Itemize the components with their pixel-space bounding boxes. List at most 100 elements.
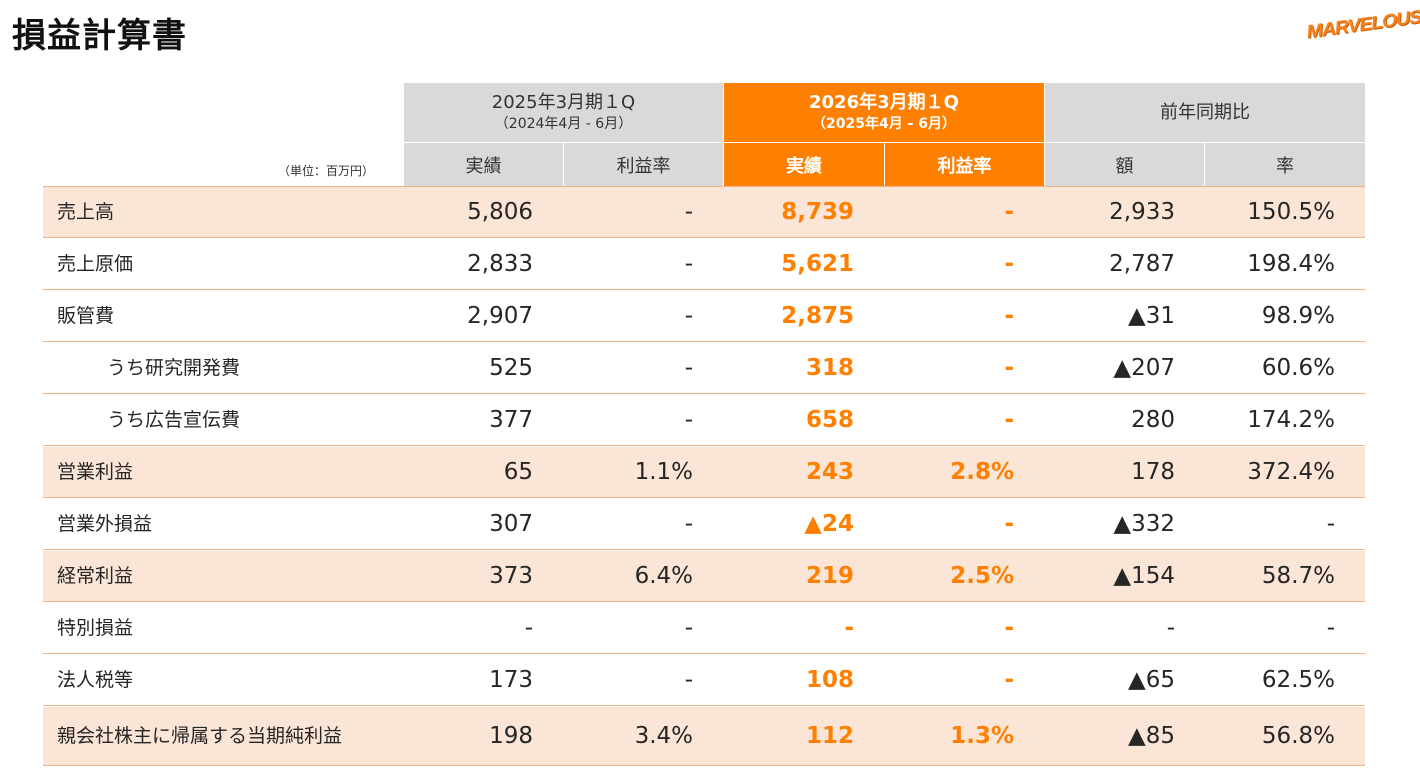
cell-diff: 280 (1131, 407, 1175, 433)
header-prev-line2: （2024年4月 - 6月） (494, 115, 633, 132)
header-prev-period: 2025年3月期１Q （2024年4月 - 6月） (404, 83, 723, 142)
cell-diff: 2,933 (1109, 199, 1175, 225)
cell-diff: ▲65 (1128, 667, 1175, 693)
row-label: 特別損益 (57, 617, 134, 639)
row-label: 営業利益 (57, 461, 134, 483)
row-label: うち広告宣伝費 (107, 409, 241, 431)
cell-rate: 98.9% (1261, 303, 1335, 329)
cell-cur-margin: - (1004, 407, 1014, 433)
cell-prev: 198 (489, 723, 533, 749)
cell-prev-margin: 3.4% (634, 723, 693, 749)
cell-cur: 219 (805, 563, 854, 589)
cell-rate: 372.4% (1247, 459, 1335, 485)
cell-rate: 198.4% (1247, 251, 1335, 277)
table-top-border (43, 186, 1365, 187)
cell-rate: 150.5% (1247, 199, 1335, 225)
cell-prev-margin: - (684, 667, 693, 693)
table-row: 売上原価 2,833 - 5,621 - 2,787 198.4% (43, 239, 1365, 290)
cell-prev-margin: - (684, 303, 693, 329)
cell-prev: 5,806 (467, 199, 533, 225)
subheader-cur-margin: 利益率 (885, 143, 1044, 186)
cell-prev: - (524, 615, 533, 641)
row-label: 売上高 (57, 201, 115, 223)
cell-prev-margin: - (684, 199, 693, 225)
header-yoy-label: 前年同期比 (1160, 101, 1250, 123)
row-label: 売上原価 (57, 253, 134, 275)
cell-prev-margin: - (684, 251, 693, 277)
table-row: 売上高 5,806 - 8,739 - 2,933 150.5% (43, 187, 1365, 238)
table-row: 特別損益 - - - - - - (43, 603, 1365, 654)
cell-rate: 56.8% (1261, 723, 1335, 749)
cell-cur: ▲24 (804, 511, 854, 537)
page-title: 損益計算書 (12, 16, 187, 56)
subheader-rate: 率 (1205, 143, 1365, 186)
cell-cur-margin: 2.8% (950, 459, 1014, 485)
header-yoy: 前年同期比 (1045, 83, 1365, 142)
cell-cur: 108 (805, 667, 854, 693)
cell-prev-margin: - (684, 511, 693, 537)
cell-rate: - (1326, 511, 1335, 537)
cell-cur: 2,875 (781, 303, 854, 329)
table-row: 営業利益 65 1.1% 243 2.8% 178 372.4% (43, 447, 1365, 498)
cell-prev: 373 (489, 563, 533, 589)
cell-prev: 525 (489, 355, 533, 381)
cell-cur-margin: - (1004, 199, 1014, 225)
cell-prev: 2,907 (467, 303, 533, 329)
cell-prev-margin: 1.1% (634, 459, 693, 485)
cell-prev-margin: - (684, 355, 693, 381)
row-label: 親会社株主に帰属する当期純利益 (57, 725, 343, 747)
cell-diff: ▲31 (1128, 303, 1175, 329)
cell-rate: 62.5% (1261, 667, 1335, 693)
cell-rate: 60.6% (1261, 355, 1335, 381)
cell-diff: ▲332 (1113, 511, 1175, 537)
cell-cur: 112 (805, 723, 854, 749)
header-prev-line1: 2025年3月期１Q (491, 91, 636, 113)
cell-cur-margin: - (1004, 355, 1014, 381)
cell-diff: ▲154 (1113, 563, 1175, 589)
cell-cur-margin: - (1004, 615, 1014, 641)
cell-prev: 65 (503, 459, 533, 485)
cell-prev: 377 (489, 407, 533, 433)
table-row: 営業外損益 307 - ▲24 - ▲332 - (43, 499, 1365, 550)
cell-diff: ▲85 (1128, 723, 1175, 749)
cell-prev: 173 (489, 667, 533, 693)
cell-prev-margin: - (684, 615, 693, 641)
subheader-prev-margin: 利益率 (564, 143, 723, 186)
cell-cur-margin: - (1004, 511, 1014, 537)
header-cur-period: 2026年3月期１Q （2025年4月 - 6月） (724, 83, 1044, 142)
cell-cur-margin: - (1004, 251, 1014, 277)
cell-cur: 8,739 (781, 199, 854, 225)
cell-rate: 174.2% (1247, 407, 1335, 433)
table-row: 親会社株主に帰属する当期純利益 198 3.4% 112 1.3% ▲85 56.8% (43, 707, 1365, 766)
cell-cur-margin: 2.5% (950, 563, 1014, 589)
table-row: 販管費 2,907 - 2,875 - ▲31 98.9% (43, 291, 1365, 342)
header-cur-line2: （2025年4月 - 6月） (811, 115, 956, 132)
cell-prev: 2,833 (467, 251, 533, 277)
unit-label: （単位：百万円） (278, 164, 375, 178)
row-label: 販管費 (57, 305, 115, 327)
cell-cur-margin: 1.3% (950, 723, 1014, 749)
row-label: うち研究開発費 (107, 357, 241, 379)
cell-prev-margin: - (684, 407, 693, 433)
cell-cur-margin: - (1004, 303, 1014, 329)
cell-cur: 5,621 (781, 251, 854, 277)
cell-diff: - (1166, 615, 1175, 641)
cell-cur: 658 (805, 407, 854, 433)
subheader-cur-actual: 実績 (724, 143, 884, 186)
cell-cur-margin: - (1004, 667, 1014, 693)
row-label: 営業外損益 (57, 513, 153, 535)
marvelous-logo: MARVELOUS! (1306, 6, 1420, 56)
table-row: うち研究開発費 525 - 318 - ▲207 60.6% (43, 343, 1365, 394)
header-cur-line1: 2026年3月期１Q (809, 91, 959, 113)
cell-rate: 58.7% (1261, 563, 1335, 589)
cell-diff: 178 (1131, 459, 1175, 485)
subheader-diff: 額 (1045, 143, 1204, 186)
cell-cur: - (844, 615, 854, 641)
cell-cur: 318 (805, 355, 854, 381)
row-label: 経常利益 (57, 565, 134, 587)
table-row: 法人税等 173 - 108 - ▲65 62.5% (43, 655, 1365, 706)
cell-prev-margin: 6.4% (634, 563, 693, 589)
cell-diff: ▲207 (1113, 355, 1175, 381)
row-label: 法人税等 (57, 669, 134, 691)
logo-text: MARVELOUS! (1306, 5, 1420, 44)
